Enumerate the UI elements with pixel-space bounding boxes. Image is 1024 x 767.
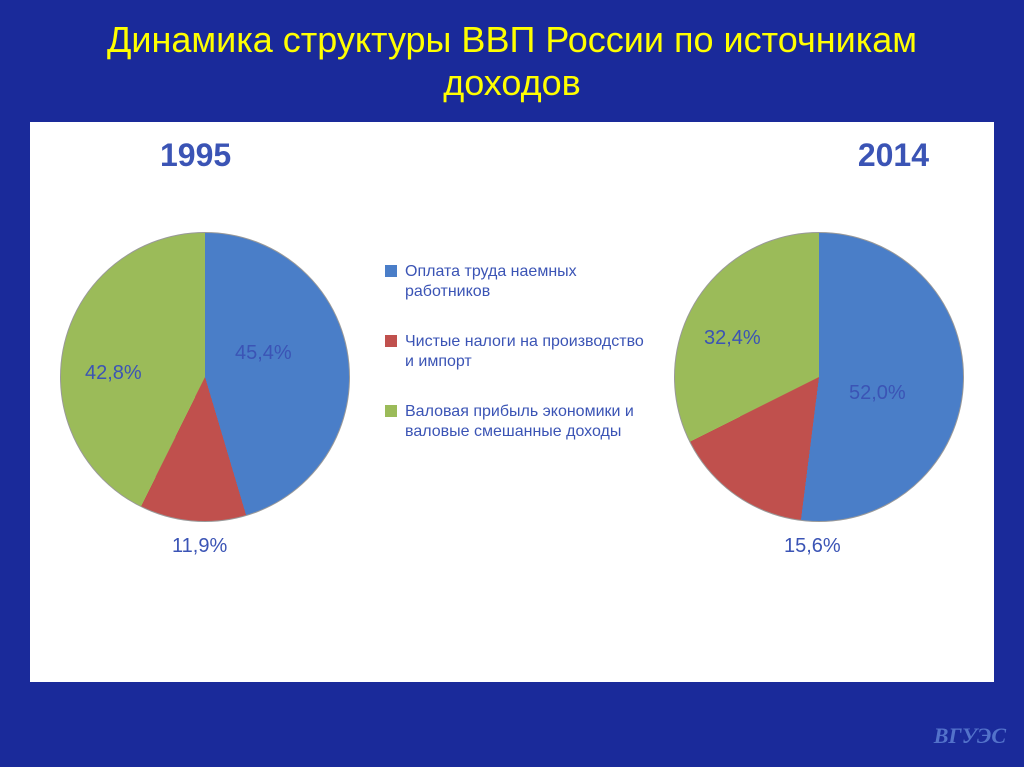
pie-slice-label: 32,4% [704, 327, 761, 350]
legend-item: Чистые налоги на производство и импорт [385, 332, 655, 372]
legend-swatch [385, 405, 397, 417]
watermark-logo: ВГУЭС [934, 723, 1006, 749]
legend: Оплата труда наемных работников Чистые на… [385, 262, 655, 472]
legend-text: Чистые налоги на производство и импорт [405, 332, 655, 372]
slide-title: Динамика структуры ВВП России по источни… [0, 0, 1024, 112]
legend-swatch [385, 265, 397, 277]
year-label-left: 1995 [160, 137, 231, 174]
legend-text: Валовая прибыль экономики и валовые смеш… [405, 402, 655, 442]
pie-slice-label: 42,8% [85, 362, 142, 385]
pie-slice-label: 52,0% [849, 382, 906, 405]
legend-item: Оплата труда наемных работников [385, 262, 655, 302]
legend-swatch [385, 335, 397, 347]
pie-chart-2014: 52,0%15,6%32,4% [674, 232, 964, 522]
pie-slice-label: 11,9% [172, 535, 227, 558]
legend-text: Оплата труда наемных работников [405, 262, 655, 302]
pie-slice-label: 15,6% [784, 535, 841, 558]
chart-panel: 1995 2014 45,4%11,9%42,8% Оплата труда н… [30, 122, 994, 682]
legend-item: Валовая прибыль экономики и валовые смеш… [385, 402, 655, 442]
pie-chart-1995: 45,4%11,9%42,8% [60, 232, 350, 522]
pie-slice-label: 45,4% [235, 342, 292, 365]
year-label-right: 2014 [858, 137, 929, 174]
